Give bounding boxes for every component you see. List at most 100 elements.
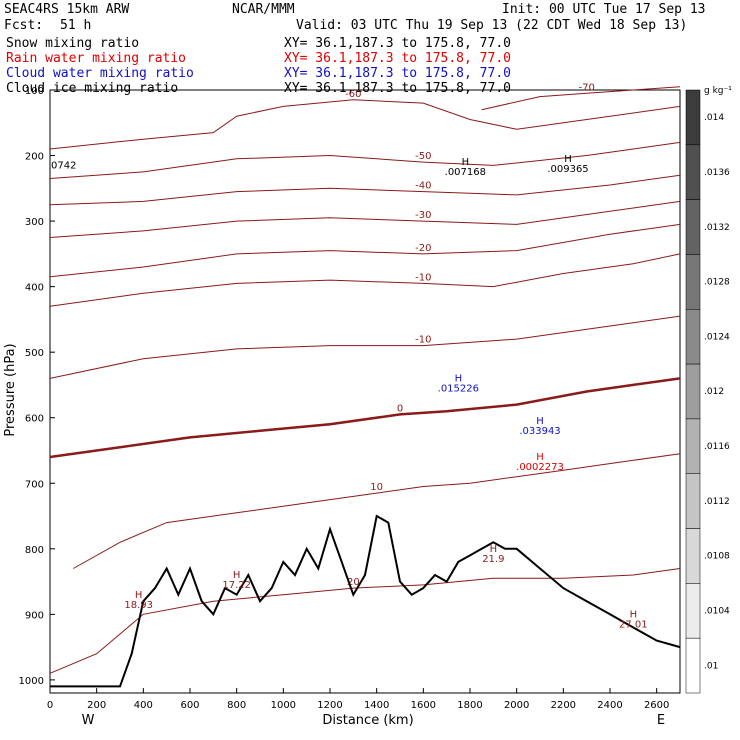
x-tick-label: 1200 <box>317 700 342 711</box>
surface-extreme-label: 17.22 <box>222 580 251 591</box>
axes: 0 200 400 600 800 1000 1200 1400 1600 1800 2000 220… <box>19 86 670 711</box>
x-axis-label: Distance (km) <box>322 713 413 728</box>
temperature-contour <box>49 200 681 238</box>
snow-extreme-label: .009365 <box>547 164 588 175</box>
temperature-contour <box>73 453 681 569</box>
contour-label: 20 <box>347 577 360 588</box>
contour-label: -30 <box>415 210 431 221</box>
edge-label-left: 0742 <box>51 161 76 172</box>
cloud-water-extreme-mark: H <box>455 374 463 385</box>
temperature-contour <box>49 141 681 179</box>
contour-label: 10 <box>370 482 383 493</box>
x-tick-label: 2600 <box>644 700 669 711</box>
colorbar-segment <box>685 199 701 255</box>
colorbar-label: .0104 <box>704 607 730 617</box>
colorbar-segment <box>685 637 701 694</box>
x-end-right: E <box>657 713 665 728</box>
terrain-line <box>50 514 681 688</box>
contour-label: 0 <box>397 403 403 414</box>
rain-extreme-label: .0002273 <box>516 462 564 473</box>
x-tick-label: 1400 <box>364 700 389 711</box>
contour-label: -10 <box>415 272 431 283</box>
field-cloudwater-xy: XY= 36.1,187.3 to 175.8, 77.0 <box>284 66 511 81</box>
colorbar-segment <box>685 363 701 420</box>
x-tick-label: 1000 <box>271 700 296 711</box>
colorbar-label: .01 <box>704 661 718 671</box>
surface-extreme-mark: H <box>490 544 498 555</box>
colorbar-segment <box>685 528 701 584</box>
colorbar-label: .0136 <box>704 168 730 178</box>
colorbar-segment <box>685 144 701 200</box>
fcst-value: 51 h <box>60 18 92 33</box>
temperature-contour <box>49 315 681 379</box>
temperature-contour <box>49 223 681 278</box>
surface-extreme-label: 18.93 <box>124 600 153 611</box>
x-tick-label: 1600 <box>411 700 436 711</box>
colorbar-label: .0124 <box>704 332 730 342</box>
valid-time: Valid: 03 UTC Thu 19 Sep 13 (22 CDT Wed … <box>296 18 688 33</box>
colorbar-label: .0112 <box>704 497 730 507</box>
fcst-label: Fcst: <box>4 18 44 33</box>
temperature-contour <box>49 377 681 459</box>
field-snow-name: Snow mixing ratio <box>6 36 140 51</box>
extreme-labels: H.007168H.009365H.015226H.033943H.000227… <box>51 154 648 631</box>
x-tick-label: 1800 <box>457 700 482 711</box>
contour-label: -60 <box>345 89 361 100</box>
y-tick-label: 100 <box>25 86 44 97</box>
y-axis-label: Pressure (hPa) <box>3 343 18 436</box>
contour-label: -10 <box>415 335 431 346</box>
temperature-contour <box>49 568 681 674</box>
y-tick-label: 600 <box>25 414 44 425</box>
center-title: NCAR/MMM <box>232 2 295 17</box>
colorbar-label: .014 <box>704 113 724 123</box>
temperature-contour <box>481 86 681 111</box>
plot-frame <box>49 89 681 694</box>
x-end-left: W <box>82 713 95 728</box>
colorbar-segment <box>685 89 701 146</box>
surface-extreme-label: 27.01 <box>619 619 648 630</box>
colorbar-label: .0116 <box>704 442 730 452</box>
field-cloudwater-name: Cloud water mixing ratio <box>6 66 194 81</box>
temperature-contour <box>49 174 681 206</box>
surface-extreme-mark: H <box>135 590 143 601</box>
colorbar-label: .0108 <box>704 552 730 562</box>
colorbar-segment <box>685 583 701 639</box>
colorbar-segment <box>685 473 701 529</box>
field-rain-name: Rain water mixing ratio <box>6 51 187 66</box>
surface-extreme-mark: H <box>630 609 638 620</box>
temperature-contour <box>49 253 681 307</box>
contour-label: -40 <box>415 181 431 192</box>
x-tick-label: 400 <box>134 700 153 711</box>
colorbar-label: .012 <box>704 387 724 397</box>
field-snow-xy: XY= 36.1,187.3 to 175.8, 77.0 <box>284 36 511 51</box>
snow-extreme-mark: H <box>564 154 572 165</box>
surface-extreme-label: 21.9 <box>482 554 504 565</box>
colorbar-segment <box>685 309 701 365</box>
colorbar-label: .0128 <box>704 278 730 288</box>
x-tick-label: 2400 <box>597 700 622 711</box>
snow-extreme-label: .007168 <box>445 167 486 178</box>
y-tick-label: 500 <box>25 348 44 359</box>
y-tick-label: 900 <box>25 610 44 621</box>
colorbar-segment <box>685 254 701 310</box>
cloud-water-extreme-label: .033943 <box>519 426 560 437</box>
surface-extreme-mark: H <box>233 570 241 581</box>
terrain-path <box>50 514 681 688</box>
colorbar: .014 .0136 .0132 .0128 .0124 .012 .0116 .0112 .0… <box>685 89 730 694</box>
x-tick-label: 200 <box>87 700 106 711</box>
y-tick-label: 400 <box>25 283 44 294</box>
x-tick-label: 0 <box>47 700 53 711</box>
y-tick-label: 200 <box>25 152 44 163</box>
y-tick-label: 800 <box>25 545 44 556</box>
y-tick-label: 700 <box>25 479 44 490</box>
field-cloudice-name: Cloud ice mixing ratio <box>6 81 179 96</box>
x-tick-label: 2200 <box>551 700 576 711</box>
cloud-water-extreme-mark: H <box>536 416 544 427</box>
snow-extreme-mark: H <box>462 157 470 168</box>
colorbar-label: .0132 <box>704 223 730 233</box>
x-tick-label: 800 <box>227 700 246 711</box>
cloud-water-extreme-label: .015226 <box>438 384 479 395</box>
y-tick-label: 1000 <box>19 676 44 687</box>
colorbar-segment <box>685 418 701 474</box>
